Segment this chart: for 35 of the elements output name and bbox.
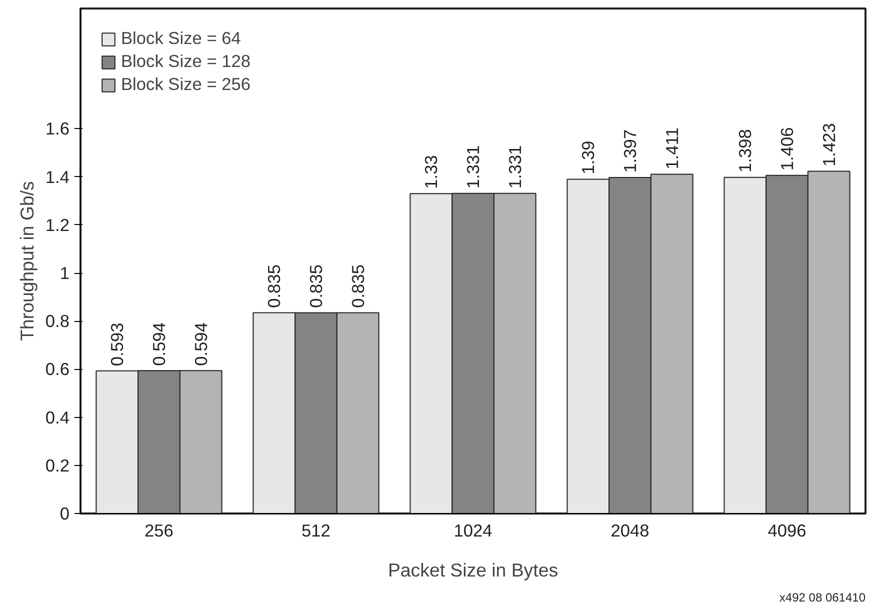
data-label: 1.411 (662, 127, 682, 170)
data-label: 0.594 (190, 322, 211, 366)
x-axis-title: Packet Size in Bytes (388, 560, 558, 580)
data-label: 1.331 (504, 145, 525, 189)
x-tick-label: 1024 (454, 520, 493, 540)
y-tick-label: 1.2 (45, 214, 70, 235)
data-label: 0.835 (264, 264, 284, 308)
x-tick-label: 4096 (768, 520, 806, 540)
data-label: 1.398 (735, 129, 756, 173)
x-tick-label: 256 (144, 520, 174, 540)
y-tick-label: 1 (60, 263, 70, 284)
data-label: 0.594 (149, 322, 169, 366)
data-label: 1.39 (578, 140, 598, 174)
y-tick-label: 1.4 (45, 166, 70, 187)
x-tick-label: 2048 (610, 520, 650, 540)
y-axis-title: Throughput in Gb/s (16, 181, 38, 341)
data-label: 1.406 (777, 127, 797, 171)
y-tick-label: 1.6 (45, 118, 70, 139)
data-label: 1.397 (620, 129, 640, 173)
y-tick-label: 0 (60, 504, 70, 524)
x-tick-label: 512 (302, 520, 330, 540)
text: x492 08 061410 (779, 590, 866, 604)
data-label: 1.331 (463, 145, 483, 189)
y-tick-label: 0.2 (45, 455, 70, 476)
data-label: 1.423 (818, 123, 839, 166)
legend-label: Block Size = 256 (121, 74, 251, 95)
data-label: 0.835 (306, 264, 326, 308)
y-tick-label: 0.4 (45, 407, 70, 428)
y-tick-label: 0.6 (45, 359, 70, 380)
data-label: 0.593 (107, 322, 128, 366)
legend-label: Block Size = 64 (121, 28, 241, 49)
legend-label: Block Size = 128 (121, 51, 251, 72)
data-label: 0.835 (348, 264, 368, 308)
data-label: 1.33 (421, 155, 442, 189)
y-tick-label: 0.8 (45, 311, 70, 332)
